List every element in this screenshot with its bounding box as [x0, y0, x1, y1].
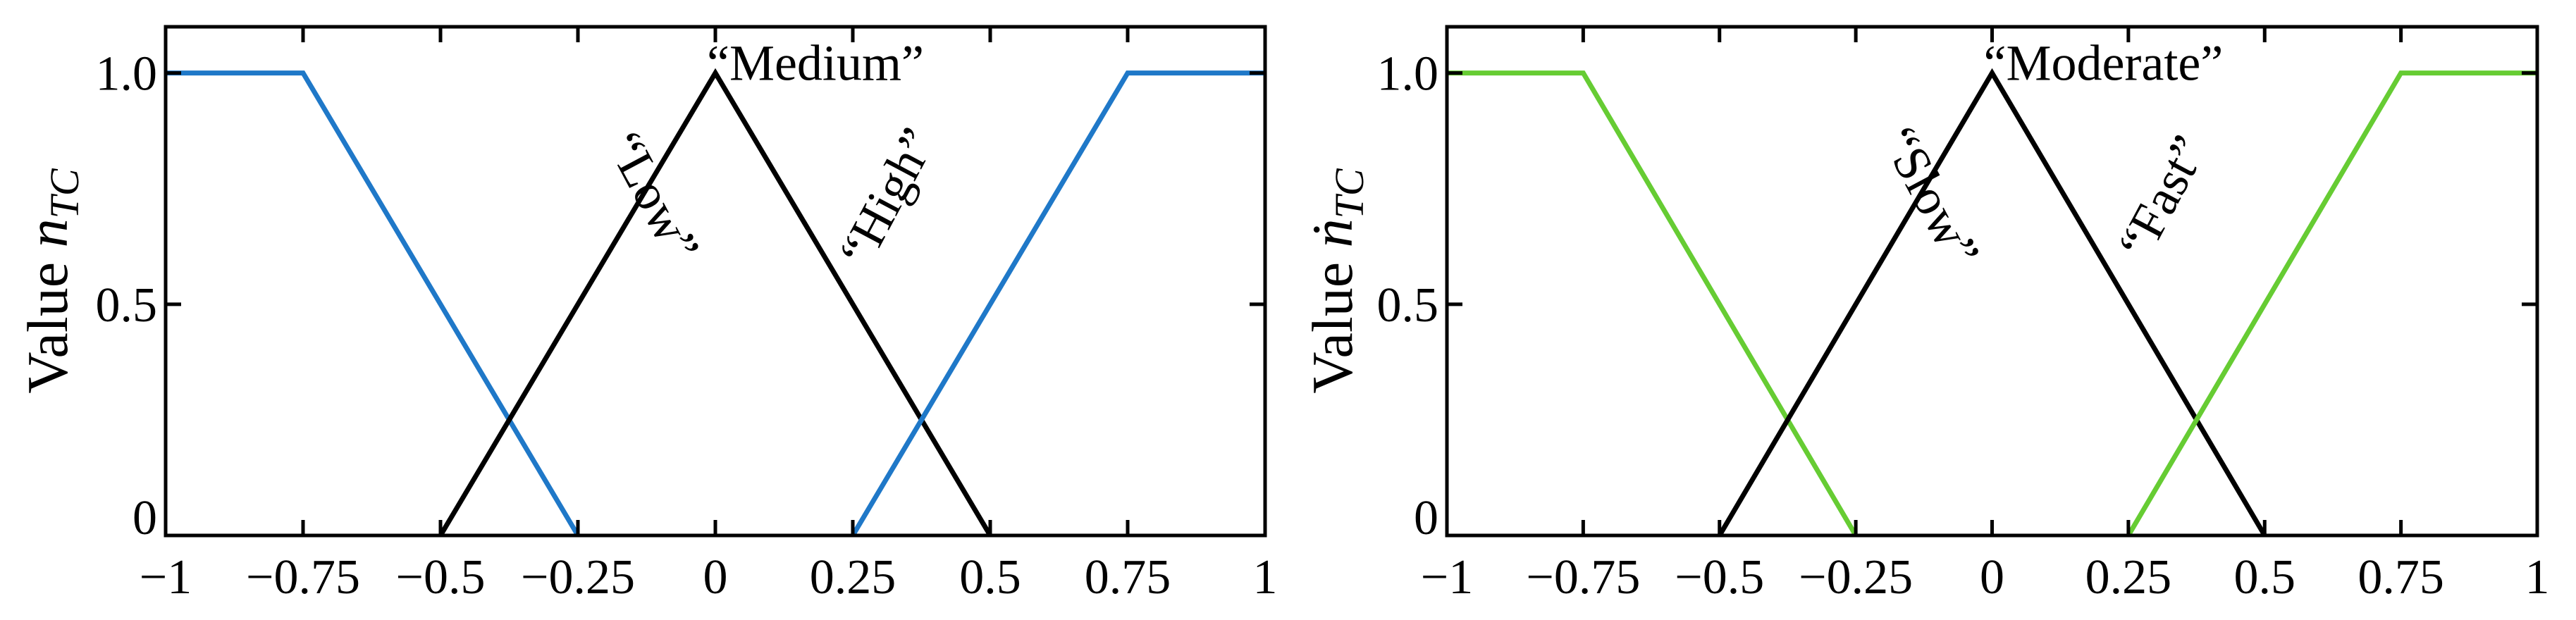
panel2-x-tick-label: −0.75 [1526, 550, 1640, 604]
panel2-x-tick-label: 1 [2525, 550, 2550, 604]
panel2-x-tick-label: −1 [1421, 550, 1473, 604]
panel1-series-label-2: “Medium” [707, 35, 924, 92]
panel1-y-axis-label: Value nTC [16, 168, 87, 393]
panel2-x-tick-label: 0.25 [2085, 550, 2172, 604]
panel1-series-label-3: “High” [828, 119, 947, 275]
panel1-y-tick-label: 0 [133, 491, 157, 545]
panel1-x-tick-label: −1 [140, 550, 192, 604]
panel2-series-label-3: “Fast” [2107, 126, 2218, 267]
panel1-x-tick-label: −0.5 [396, 550, 486, 604]
panel1-axes-frame [164, 25, 1267, 538]
panel2-y-tick-label: 0.5 [1377, 278, 1439, 333]
panel1-x-tick-label: 0.75 [1085, 550, 1171, 604]
panel1-series-line-1 [166, 70, 581, 537]
panel2-series-label-2: “Moderate” [1984, 35, 2224, 92]
panel1-x-tick-label: 0 [703, 550, 728, 604]
panel2-x-tick-label: −0.5 [1675, 550, 1764, 604]
panel2-axes-frame [1445, 25, 2539, 538]
panel2-series-line-2 [1717, 68, 2267, 537]
panel1-y-tick-label: 0.5 [96, 278, 158, 333]
panel2-x-tick-label: 0.5 [2234, 550, 2296, 604]
panel2-series-line-1 [1447, 70, 1859, 537]
panel2-x-tick-label: 0.75 [2358, 550, 2444, 604]
panel2-y-tick-label: 1.0 [1377, 47, 1439, 101]
panel2-x-tick-label: −0.25 [1799, 550, 1913, 604]
panel1-x-tick-label: −0.25 [521, 550, 635, 604]
panel1-series-line-3 [850, 70, 1265, 537]
panel2-y-tick-label: 0 [1414, 491, 1438, 545]
panel1-x-tick-label: 0.25 [810, 550, 896, 604]
panel1-x-tick-label: 0.5 [959, 550, 1021, 604]
panel1-y-tick-label: 1.0 [96, 47, 158, 101]
panel2-series-line-3 [2126, 70, 2537, 537]
panel1-series-line-2 [438, 68, 993, 537]
panel1-x-tick-label: 1 [1253, 550, 1278, 604]
panel2-x-tick-label: 0 [1980, 550, 2004, 604]
panel2-y-axis-label: Value ṅTC [1300, 168, 1372, 393]
panel1-x-tick-label: −0.75 [246, 550, 360, 604]
